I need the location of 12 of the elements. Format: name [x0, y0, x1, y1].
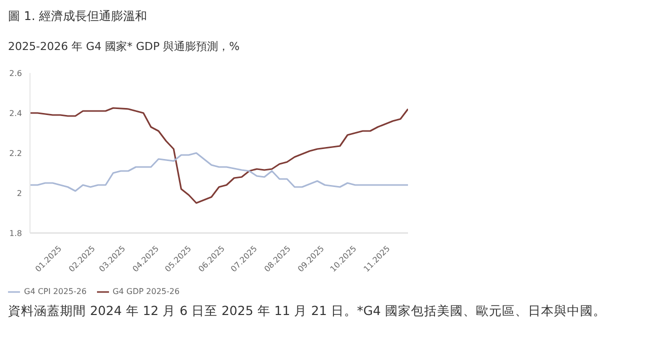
line-series — [30, 107, 408, 204]
chart-title: 圖 1. 經濟成長但通膨溫和 — [8, 8, 148, 25]
y-tick-label: 2.6 — [9, 68, 22, 78]
line-series — [30, 152, 408, 192]
y-tick-label: 2.4 — [9, 108, 22, 118]
legend-label: G4 GDP 2025-26 — [112, 287, 180, 296]
y-tick-label: 2 — [16, 188, 22, 198]
y-tick-label: 1.8 — [9, 228, 22, 238]
text: 資料涵蓋期間 2024 年 12 月 6 日至 2025 年 11 月 21 日。*G4 國家包括美國、歐元區、日本與中國。 — [8, 302, 607, 320]
legend-label: G4 CPI 2025-26 — [24, 287, 87, 296]
chart-subtitle: 2025-2026 年 G4 國家* GDP 與通膨預測，% — [8, 39, 240, 54]
y-tick-label: 2.2 — [9, 148, 22, 158]
